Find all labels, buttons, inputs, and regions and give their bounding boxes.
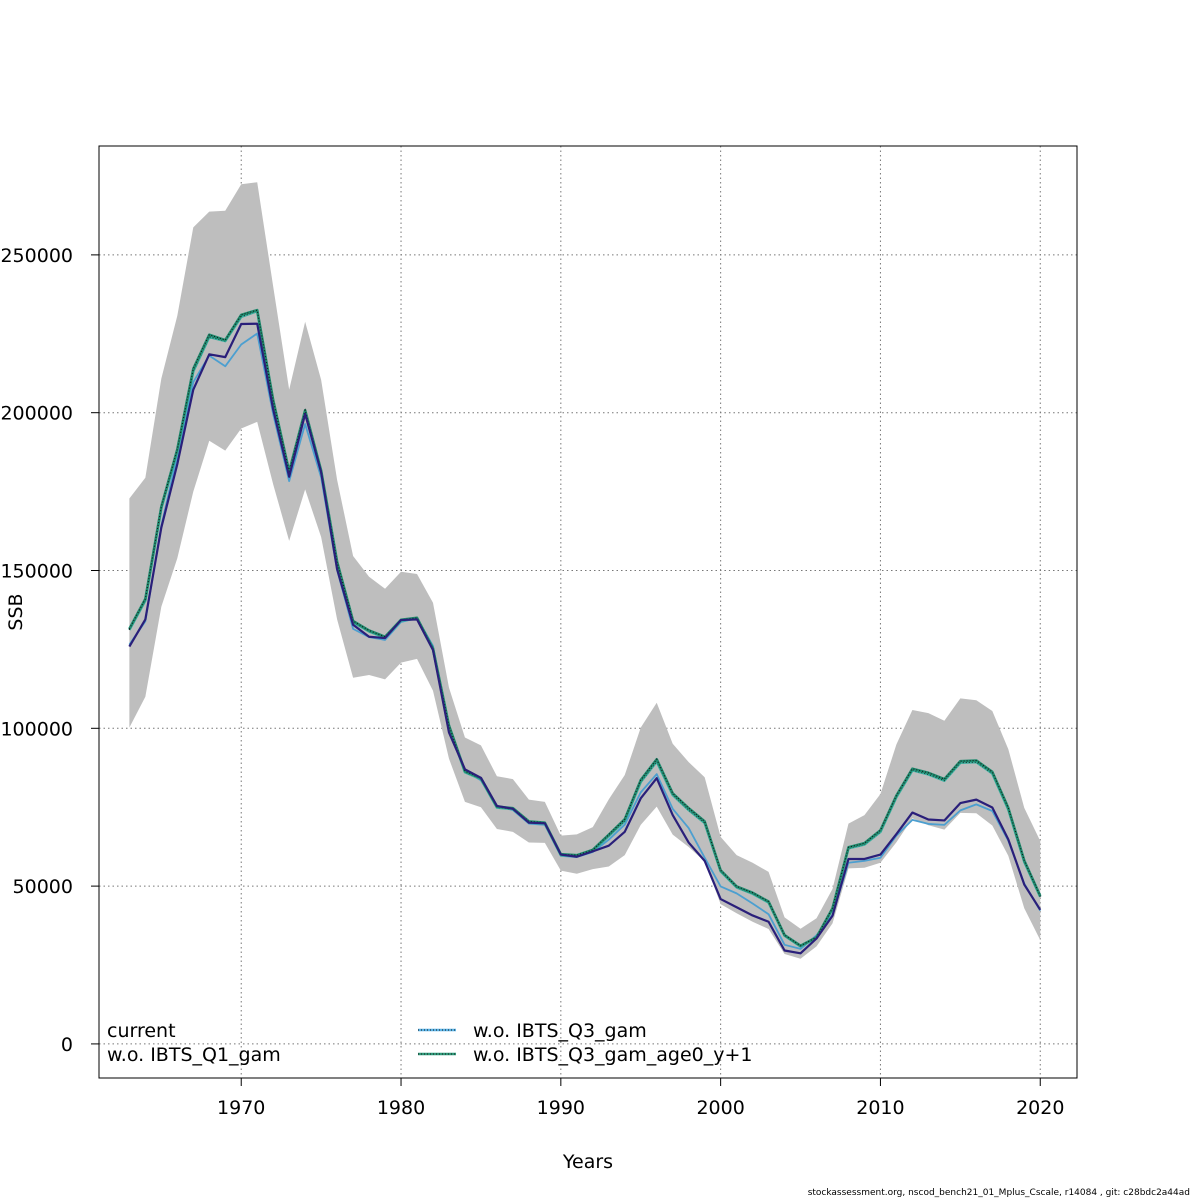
legend-label-wo-ibts-q1: w.o. IBTS_Q1_gam [107,1044,281,1066]
legend-label-current: current [107,1020,176,1042]
x-tick-label-2020: 2020 [1016,1097,1064,1119]
x-tick-label-2000: 2000 [696,1097,744,1119]
legend: current w.o. IBTS_Q1_gam w.o. IBTS_Q3_ga… [107,1020,753,1066]
y-tick-label-0: 0 [61,1034,73,1056]
confidence-band-area [129,182,1041,959]
x-tick-label-1980: 1980 [377,1097,425,1119]
plot-frame [98,145,1078,1079]
series-0-line [128,322,1042,955]
y-tick-label-100000: 100000 [0,718,73,740]
legend-label-wo-ibts-q3-age0: w.o. IBTS_Q3_gam_age0_y+1 [473,1044,753,1066]
y-tick-label-150000: 150000 [0,560,73,582]
confidence-band [129,182,1041,959]
x-tick-label-2010: 2010 [856,1097,904,1119]
y-tick-label-200000: 200000 [0,403,73,425]
y-axis: 0 50000 100000 150000 200000 250000 [0,245,99,1056]
footer-credit: stockassessment.org, nscod_bench21_01_Mp… [807,1188,1190,1198]
x-axis-label: Years [562,1151,613,1173]
x-axis: 1970 1980 1990 2000 2010 2020 [217,1078,1064,1119]
y-tick-label-50000: 50000 [13,876,73,898]
legend-label-wo-ibts-q3: w.o. IBTS_Q3_gam [473,1020,647,1042]
series-lines [128,308,1042,955]
y-axis-label: SSB [5,593,27,630]
x-tick-label-1970: 1970 [217,1097,265,1119]
series-3-line-dots [128,309,1041,947]
y-tick-label-250000: 250000 [0,245,73,267]
x-tick-label-1990: 1990 [537,1097,585,1119]
